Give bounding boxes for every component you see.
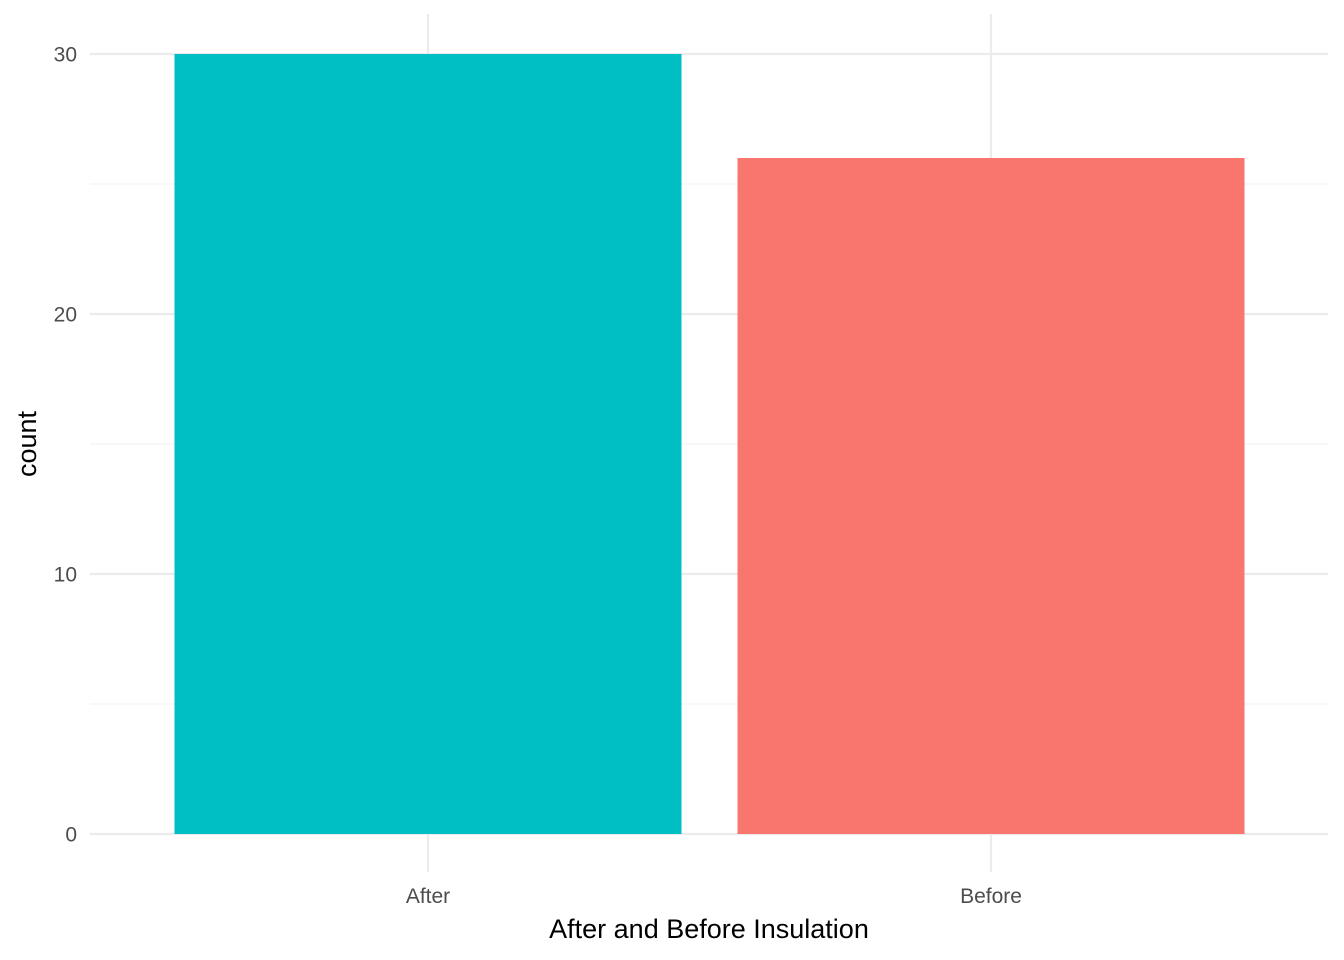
y-axis-ticks: 0 10 20 30 — [54, 44, 77, 847]
x-tick-label: Before — [960, 885, 1022, 908]
y-tick-label: 30 — [54, 44, 77, 67]
bars — [174, 54, 1245, 834]
x-tick-label: After — [406, 885, 450, 908]
y-tick-label: 20 — [54, 304, 77, 327]
bar-before — [737, 158, 1245, 834]
y-tick-label: 0 — [65, 824, 77, 847]
bar-after — [174, 54, 682, 834]
x-axis-ticks: After Before — [406, 885, 1022, 908]
x-axis-title: After and Before Insulation — [549, 914, 869, 944]
y-axis-title: count — [12, 410, 42, 477]
y-tick-label: 10 — [54, 564, 77, 587]
